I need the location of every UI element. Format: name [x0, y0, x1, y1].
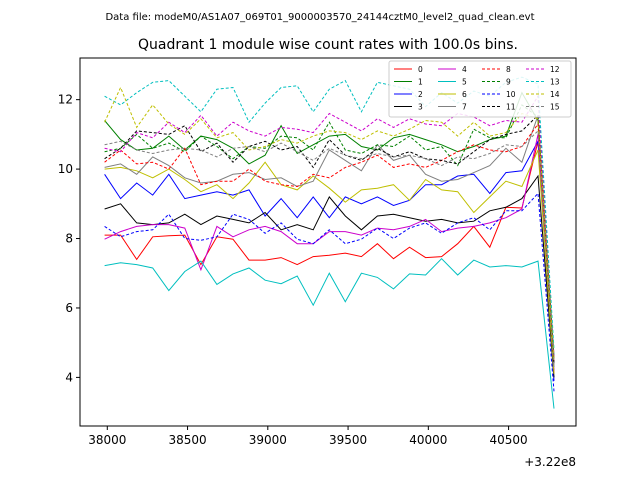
legend-label-9: 9	[506, 78, 511, 87]
y-tick-label: 4	[65, 370, 73, 384]
series-line-1	[104, 91, 555, 357]
series-line-2	[104, 139, 555, 381]
legend-box	[388, 60, 572, 118]
legend-label-2: 2	[418, 90, 423, 99]
series-line-7	[104, 115, 555, 368]
series-line-6	[104, 149, 555, 374]
legend-label-0: 0	[418, 65, 423, 74]
series-line-10	[104, 192, 555, 392]
series-line-14	[104, 86, 555, 361]
x-axis: 38000 38500 39000 39500 40000 40500	[88, 426, 528, 447]
legend-label-7: 7	[462, 103, 467, 112]
series-line-3	[104, 174, 555, 378]
series-line-5	[104, 257, 555, 409]
x-tick-label: 40500	[489, 433, 527, 447]
series-line-12	[104, 94, 555, 357]
x-tick-label: 40000	[409, 433, 447, 447]
x-tick-label: 39000	[249, 433, 287, 447]
series-line-15	[104, 129, 555, 368]
legend-label-10: 10	[506, 90, 516, 99]
plot-border	[79, 57, 577, 427]
y-tick-label: 10	[58, 162, 73, 176]
legend-label-4: 4	[462, 65, 467, 74]
legend-label-6: 6	[462, 90, 467, 99]
series-line-0	[104, 141, 555, 374]
y-axis: 4 6 8 10 12	[58, 93, 80, 384]
legend-label-15: 15	[550, 103, 560, 112]
series-line-4	[104, 134, 555, 371]
y-tick-label: 6	[65, 301, 73, 315]
legend-label-8: 8	[506, 65, 511, 74]
plot-frame	[80, 58, 576, 426]
x-tick-label: 38500	[168, 433, 206, 447]
x-offset-label: +3.22e8	[524, 455, 576, 469]
legend-label-14: 14	[550, 90, 560, 99]
legend-label-1: 1	[418, 78, 423, 87]
series-line-8	[104, 122, 555, 364]
legend-label-5: 5	[462, 78, 467, 87]
legend-label-13: 13	[550, 78, 560, 87]
series-line-9	[104, 104, 555, 361]
y-tick-label: 8	[65, 232, 73, 246]
chart-title: Quadrant 1 module wise count rates with …	[138, 37, 518, 53]
legend-label-3: 3	[418, 103, 423, 112]
legend-label-11: 11	[506, 103, 516, 112]
x-tick-label: 39500	[329, 433, 367, 447]
series-line-11	[104, 114, 555, 364]
x-tick-label: 38000	[88, 433, 126, 447]
y-tick-label: 12	[58, 93, 73, 107]
legend-label-12: 12	[550, 65, 560, 74]
series-layer	[104, 76, 555, 409]
chart-suptitle: Data file: modeM0/AS1A07_069T01_90000035…	[105, 12, 534, 23]
